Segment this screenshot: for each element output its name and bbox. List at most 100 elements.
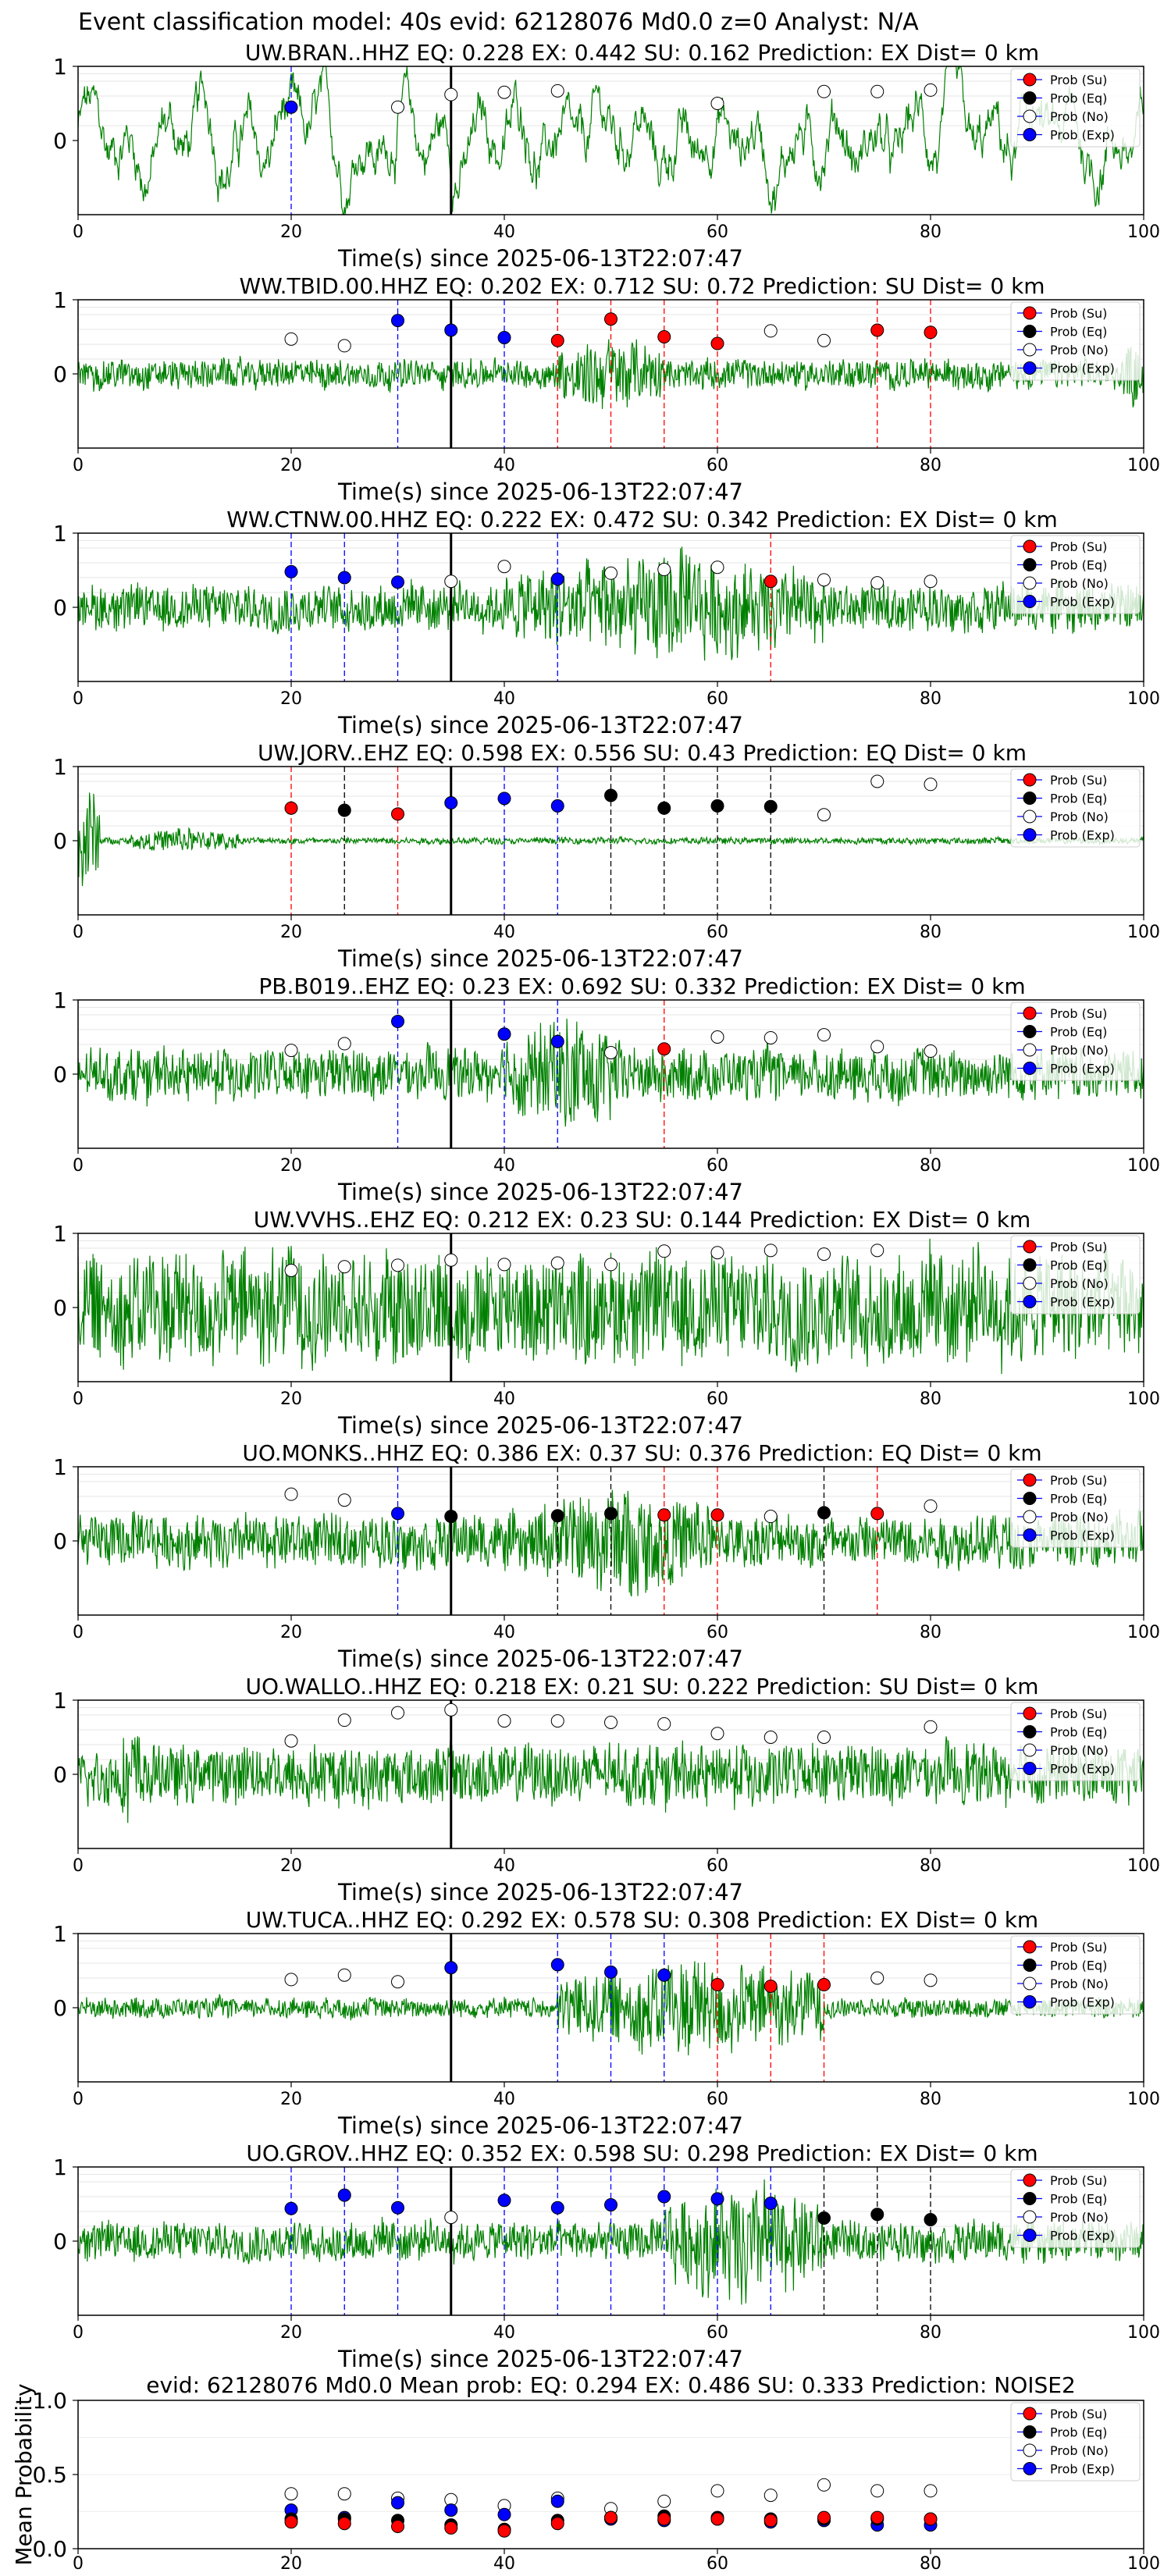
summary-title: evid: 62128076 Md0.0 Mean prob: EQ: 0.29…	[146, 2372, 1076, 2398]
legend-label-eq: Prob (Eq)	[1050, 1959, 1107, 1973]
probability-point-eq	[657, 801, 671, 815]
x-tick-label: 60	[707, 1389, 728, 1409]
probability-point-no	[444, 87, 458, 101]
probability-point-no	[337, 1968, 351, 1982]
probability-point-su	[657, 1508, 671, 1522]
x-tick-label: 100	[1127, 1156, 1160, 1176]
probability-point-no	[763, 1510, 778, 1524]
legend-label-eq: Prob (Eq)	[1050, 325, 1107, 340]
x-tick-label: 0	[73, 2554, 84, 2574]
y-tick-label: 1.0	[32, 2388, 67, 2414]
probability-point-su	[870, 1507, 884, 1521]
legend-box	[1010, 1702, 1141, 1781]
x-axis-label: Time(s) since 2025-06-13T22:07:47	[337, 245, 743, 272]
probability-point-exp	[284, 564, 298, 578]
y-tick-label: 0	[53, 361, 67, 387]
probability-point-su	[710, 1508, 724, 1522]
legend-marker-eq	[1023, 558, 1037, 571]
probability-point-exp	[550, 1958, 564, 1972]
probability-point-eq	[550, 1509, 564, 1523]
probability-point-no	[763, 1244, 778, 1258]
probability-point-exp	[444, 323, 458, 337]
probability-point-su	[657, 1042, 671, 1056]
y-tick-label: 1	[53, 1454, 67, 1480]
waveform-trace	[77, 546, 1144, 661]
probability-point-su	[763, 575, 778, 589]
waveform-panel-3: WW.CTNW.00.HHZ EQ: 0.222 EX: 0.472 SU: 0…	[53, 507, 1160, 738]
y-tick-label: 0	[53, 828, 67, 854]
mean-point-exp	[497, 2507, 511, 2521]
probability-point-su	[657, 330, 671, 343]
waveform-trace	[77, 1736, 1144, 1823]
x-tick-label: 80	[920, 2090, 941, 2109]
probability-point-no	[817, 1028, 831, 1042]
probability-point-exp	[444, 1961, 458, 1975]
x-axis-label: Time(s) since 2025-06-13T22:07:47	[337, 1879, 743, 1905]
mean-point-exp	[391, 2496, 404, 2510]
x-tick-label: 80	[920, 456, 941, 475]
probability-point-eq	[817, 2211, 831, 2226]
x-tick-label: 80	[920, 1389, 941, 1409]
legend-marker-exp	[1023, 1995, 1037, 2008]
x-tick-label: 80	[920, 1623, 941, 1642]
probability-point-exp	[763, 2197, 778, 2211]
mean-point-su	[284, 2515, 298, 2529]
legend-marker-no	[1023, 2210, 1037, 2224]
legend-marker-no	[1023, 1976, 1037, 1991]
legend-label-su: Prob (Su)	[1050, 2407, 1107, 2421]
mean-point-no	[337, 2487, 351, 2501]
probability-point-eq	[337, 803, 351, 817]
x-tick-label: 40	[493, 2090, 515, 2109]
x-axis-label: Time(s) since 2025-06-13T22:07:47	[337, 1646, 743, 1672]
y-tick-label: 1	[53, 2154, 67, 2180]
waveform-panel-10: UO.GROV..HHZ EQ: 0.352 EX: 0.598 SU: 0.2…	[53, 2140, 1160, 2372]
probability-point-exp	[337, 2188, 351, 2202]
x-tick-label: 60	[707, 923, 728, 942]
legend-label-exp: Prob (Exp)	[1050, 828, 1115, 843]
legend-marker-no	[1023, 1510, 1037, 1524]
legend-label-no: Prob (No)	[1050, 2443, 1109, 2458]
probability-point-su	[817, 1978, 831, 1992]
legend-marker-su	[1023, 1706, 1037, 1720]
probability-point-su	[391, 807, 404, 821]
x-tick-label: 20	[280, 1623, 302, 1642]
legend-box	[1010, 301, 1141, 381]
probability-point-su	[924, 326, 938, 340]
y-tick-label: 0	[53, 1062, 67, 1087]
probability-point-exp	[391, 575, 404, 589]
y-tick-label: 1	[53, 1221, 67, 1247]
legend-marker-su	[1023, 1940, 1037, 1954]
probability-point-no	[924, 1044, 938, 1059]
legend-label-eq: Prob (Eq)	[1050, 1258, 1107, 1273]
legend-marker-su	[1023, 1240, 1037, 1254]
probability-point-no	[444, 1703, 458, 1717]
x-tick-label: 40	[493, 1389, 515, 1409]
legend-marker-su	[1023, 2173, 1037, 2187]
probability-point-exp	[391, 2201, 404, 2215]
legend-marker-exp	[1023, 2229, 1037, 2242]
legend-marker-su	[1023, 539, 1037, 553]
x-tick-label: 0	[73, 1856, 84, 1876]
x-tick-label: 80	[920, 1156, 941, 1176]
legend-marker-su	[1023, 773, 1037, 787]
x-axis-label: Time(s) since 2025-06-13T22:07:47	[337, 945, 743, 972]
probability-point-no	[550, 84, 564, 98]
y-tick-label: 1	[53, 287, 67, 313]
probability-point-exp	[710, 2192, 724, 2206]
probability-point-no	[870, 576, 884, 590]
waveform-trace	[77, 2179, 1144, 2305]
x-tick-label: 0	[73, 1156, 84, 1176]
legend-marker-eq	[1023, 1025, 1037, 1038]
legend-label-su: Prob (Su)	[1050, 1240, 1107, 1254]
probability-point-su	[763, 1979, 778, 1993]
legend-label-eq: Prob (Eq)	[1050, 1725, 1107, 1740]
legend-label-no: Prob (No)	[1050, 1743, 1109, 1758]
probability-point-no	[924, 777, 938, 792]
probability-point-no	[657, 1244, 671, 1258]
x-tick-label: 100	[1127, 456, 1160, 475]
probability-point-no	[284, 332, 298, 346]
legend-label-eq: Prob (Eq)	[1050, 2425, 1107, 2440]
figure-suptitle: Event classification model: 40s evid: 62…	[78, 9, 919, 36]
x-tick-label: 100	[1127, 2323, 1160, 2343]
